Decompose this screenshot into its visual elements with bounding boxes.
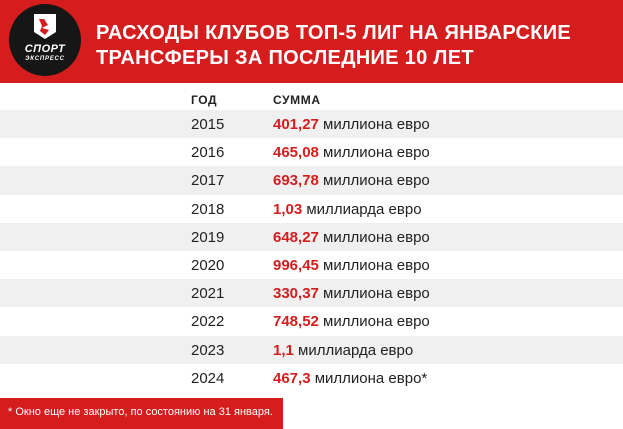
page-title-line-2: ТРАНСФЕРЫ ЗА ПОСЛЕДНИЕ 10 ЛЕТ — [96, 47, 474, 69]
row-amount-unit: миллиарда евро — [302, 200, 422, 218]
row-year: 2017 — [191, 172, 225, 190]
table-row: 2015 401,27 миллиона евро — [0, 110, 623, 139]
row-amount-value: 330,37 — [273, 285, 319, 303]
row-amount: 1,1 миллиарда евро — [273, 342, 413, 359]
row-amount-unit: миллиона евро — [318, 116, 430, 133]
row-amount: 693,78 миллиона евро — [273, 172, 430, 189]
row-amount-value: 693,78 — [273, 172, 319, 190]
row-year: 2024 — [191, 369, 225, 387]
table-row: 2024 467,3 миллиона евро* — [0, 364, 623, 392]
row-amount-unit: миллиона евро — [318, 228, 430, 246]
row-amount-value: 996,45 — [273, 256, 319, 274]
row-amount-value: 467,3 — [273, 369, 311, 387]
column-header-sum: СУММА — [273, 93, 321, 107]
row-year: 2022 — [191, 313, 225, 331]
sport-express-logo: СПОРТ ЭКСПРЕСС — [9, 4, 81, 76]
row-amount-value: 648,27 — [273, 228, 319, 246]
row-amount-unit: миллиона евро — [318, 144, 430, 162]
table-row: 2020 996,45 миллиона евро — [0, 251, 623, 279]
row-amount-unit: миллиона евро — [318, 285, 430, 303]
transfer-spending-table: 2015 401,27 миллиона евро 2016 465,08 ми… — [0, 110, 623, 392]
row-amount-value: 1,1 — [273, 341, 294, 359]
table-row: 2017 693,78 миллиона евро — [0, 166, 623, 195]
row-year: 2015 — [191, 116, 225, 133]
table-row: 2016 465,08 миллиона евро — [0, 138, 623, 166]
row-amount: 748,52 миллиона евро — [273, 313, 430, 330]
row-amount: 648,27 миллиона евро — [273, 229, 430, 246]
column-header-year: ГОД — [191, 93, 218, 107]
row-amount-unit: миллиона евро* — [310, 369, 428, 387]
row-year: 2018 — [191, 200, 225, 218]
table-row: 2019 648,27 миллиона евро — [0, 222, 623, 251]
row-year: 2019 — [191, 228, 225, 246]
logo-text-express: ЭКСПРЕСС — [25, 56, 65, 62]
row-year: 2016 — [191, 144, 225, 162]
page-title-line-1: РАСХОДЫ КЛУБОВ ТОП-5 ЛИГ НА ЯНВАРСКИЕ — [96, 22, 572, 44]
row-amount: 401,27 миллиона евро — [273, 116, 430, 133]
header-banner: СПОРТ ЭКСПРЕСС РАСХОДЫ КЛУБОВ ТОП-5 ЛИГ … — [0, 0, 623, 83]
row-amount: 330,37 миллиона евро — [273, 285, 430, 302]
row-year: 2020 — [191, 256, 225, 274]
logo-emblem-icon — [34, 14, 56, 39]
row-year: 2023 — [191, 341, 225, 359]
row-amount-value: 748,52 — [273, 313, 319, 331]
row-amount: 467,3 миллиона евро* — [273, 370, 427, 387]
row-amount-unit: миллиарда евро — [293, 341, 414, 359]
row-amount-unit: миллиона евро — [318, 313, 430, 331]
footnote-banner: * Окно еще не закрыто, по состоянию на 3… — [0, 398, 283, 429]
row-amount-value: 401,27 — [273, 116, 319, 133]
table-row: 2018 1,03 миллиарда евро — [0, 195, 623, 223]
row-amount-value: 1,03 — [273, 200, 303, 218]
row-year: 2021 — [191, 285, 225, 303]
table-row: 2021 330,37 миллиона евро — [0, 279, 623, 308]
row-amount: 996,45 миллиона евро — [273, 257, 430, 274]
footnote-text: * Окно еще не закрыто, по состоянию на 3… — [8, 406, 273, 418]
table-row: 2022 748,52 миллиона евро — [0, 307, 623, 335]
logo-text-sport: СПОРТ — [24, 43, 66, 55]
table-row: 2023 1,1 миллиарда евро — [0, 335, 623, 364]
row-amount: 1,03 миллиарда евро — [273, 201, 422, 218]
row-amount-value: 465,08 — [273, 144, 319, 162]
row-amount-unit: миллиона евро — [318, 172, 430, 190]
row-amount: 465,08 миллиона евро — [273, 144, 430, 161]
row-amount-unit: миллиона евро — [318, 256, 430, 274]
